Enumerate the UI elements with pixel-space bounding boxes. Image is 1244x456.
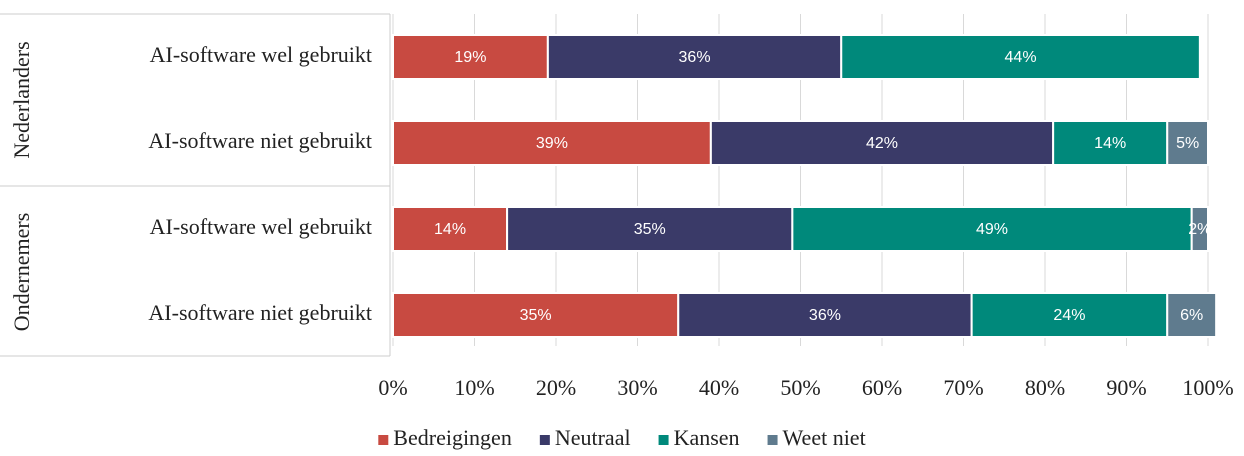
legend-swatch (378, 435, 389, 445)
bar-segment (970, 292, 1169, 338)
x-tick-label: 100% (1182, 375, 1233, 400)
x-tick-label: 70% (943, 375, 983, 400)
data-label: 19% (454, 49, 486, 66)
data-label: 24% (1053, 307, 1085, 324)
data-label: 36% (679, 49, 711, 66)
legend-label: Kansen (674, 425, 740, 450)
x-tick-label: 0% (378, 375, 407, 400)
bar-segment (677, 292, 973, 338)
bar-segment (709, 120, 1055, 166)
category-label: AI-software niet gebruikt (148, 128, 372, 153)
x-tick-label: 10% (454, 375, 494, 400)
data-label: 42% (866, 135, 898, 152)
category-label: AI-software wel gebruikt (150, 42, 372, 67)
bar-segment (392, 34, 549, 80)
x-tick-label: 50% (780, 375, 820, 400)
legend: Bedreigingen Neutraal Kansen Weet niet (378, 425, 866, 450)
legend-swatch (658, 435, 669, 445)
data-label: 2% (1188, 221, 1211, 238)
legend-label: Weet niet (783, 425, 866, 450)
bar-segment (506, 206, 794, 252)
bar-segment (392, 206, 509, 252)
bar-segment (1190, 206, 1209, 252)
bar-segment (392, 120, 712, 166)
x-tick-label: 20% (536, 375, 576, 400)
x-tick-label: 30% (617, 375, 657, 400)
data-label: 5% (1176, 135, 1199, 152)
legend-swatch (539, 435, 550, 445)
data-label: 14% (1094, 135, 1126, 152)
x-tick-label: 40% (699, 375, 739, 400)
data-label: 35% (634, 221, 666, 238)
data-label: 44% (1005, 49, 1037, 66)
category-label: AI-software wel gebruikt (150, 214, 372, 239)
group-label: Ondernemers (9, 213, 34, 332)
bar-segment (1166, 120, 1209, 166)
data-label: 35% (520, 307, 552, 324)
legend-swatch (767, 435, 778, 445)
data-label: 36% (809, 307, 841, 324)
x-tick-label: 80% (1025, 375, 1065, 400)
category-label: AI-software niet gebruikt (148, 300, 372, 325)
legend-label: Bedreigingen (393, 425, 512, 450)
group-label: Nederlanders (9, 41, 34, 158)
legend-label: Neutraal (555, 425, 631, 450)
data-label: 39% (536, 135, 568, 152)
data-label: 6% (1180, 307, 1203, 324)
data-label: 14% (434, 221, 466, 238)
bar-segment (1052, 120, 1169, 166)
x-tick-label: 60% (862, 375, 902, 400)
bar-segment (840, 34, 1201, 80)
data-label: 49% (976, 221, 1008, 238)
bar-segment (1166, 292, 1218, 338)
frame (0, 13, 391, 357)
x-tick-label: 90% (1106, 375, 1146, 400)
